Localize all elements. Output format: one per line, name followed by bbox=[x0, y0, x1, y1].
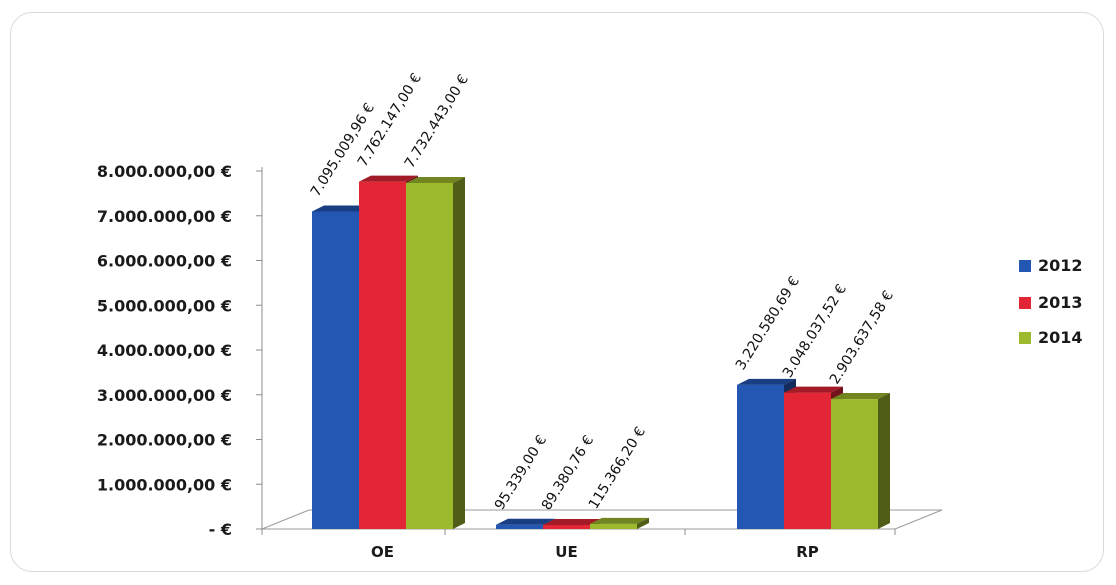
bar-rp-2012 bbox=[737, 384, 784, 529]
bar-rp-2013 bbox=[784, 392, 831, 529]
y-tick-label: 5.000.000,00 € bbox=[97, 296, 232, 315]
y-tick-label: - € bbox=[209, 520, 232, 539]
bar-top-oe-2014 bbox=[406, 176, 465, 183]
legend-label-2014: 2014 bbox=[1038, 328, 1083, 347]
legend-swatch-2014 bbox=[1019, 332, 1031, 344]
bar-top-rp-2014 bbox=[831, 393, 890, 400]
y-tick-label: 3.000.000,00 € bbox=[97, 386, 232, 405]
y-tick-label: 8.000.000,00 € bbox=[97, 162, 232, 181]
data-label: 115.366,20 € bbox=[586, 424, 649, 512]
y-tick-label: 1.000.000,00 € bbox=[97, 475, 232, 494]
legend-label-2013: 2013 bbox=[1038, 293, 1083, 312]
x-tick-label: OE bbox=[371, 543, 394, 561]
bar-side-rp-2014 bbox=[878, 393, 890, 529]
bar-ue-2012 bbox=[496, 524, 543, 529]
y-tick-label: 2.000.000,00 € bbox=[97, 431, 232, 450]
bar-top-ue-2012 bbox=[496, 518, 555, 525]
bar-oe-2014 bbox=[406, 182, 453, 529]
bar-oe-2013 bbox=[359, 181, 406, 529]
y-tick-label: 7.000.000,00 € bbox=[97, 207, 232, 226]
legend-swatch-2012 bbox=[1019, 260, 1031, 272]
chart-frame bbox=[10, 12, 1104, 572]
bar-oe-2012 bbox=[312, 211, 359, 530]
legend-swatch-2013 bbox=[1019, 297, 1031, 309]
x-tick-label: RP bbox=[796, 543, 819, 561]
bar-top-ue-2013 bbox=[543, 519, 602, 526]
x-tick-label: UE bbox=[555, 543, 577, 561]
bar-top-oe-2012 bbox=[312, 205, 371, 212]
bar-side-ue-2014 bbox=[637, 517, 649, 529]
y-tick-label: 6.000.000,00 € bbox=[97, 252, 232, 271]
bar-rp-2014 bbox=[831, 399, 878, 529]
bar-ue-2013 bbox=[543, 525, 590, 529]
y-tick-label: 4.000.000,00 € bbox=[97, 341, 232, 360]
legend-label-2012: 2012 bbox=[1038, 256, 1083, 275]
bar-ue-2014 bbox=[590, 523, 637, 529]
bar-top-oe-2013 bbox=[359, 175, 418, 182]
bar-top-ue-2014 bbox=[590, 517, 649, 524]
bar-top-rp-2013 bbox=[784, 386, 843, 393]
bar-top-rp-2012 bbox=[737, 378, 796, 385]
bar-side-oe-2014 bbox=[453, 176, 465, 529]
